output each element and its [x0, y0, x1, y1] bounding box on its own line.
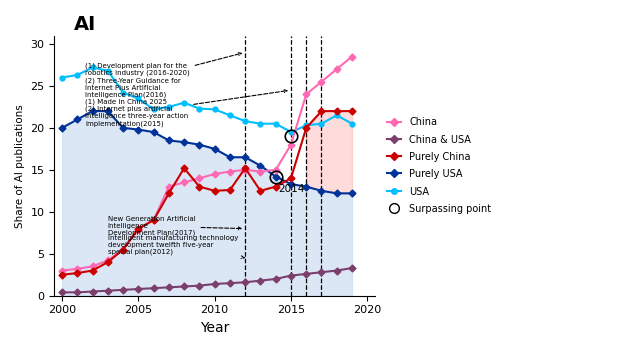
China & USA: [74, 290, 81, 294]
Purely USA: [180, 140, 188, 144]
Line: Purely USA: Purely USA: [60, 108, 355, 196]
China: [196, 176, 204, 180]
China: [272, 168, 280, 172]
China: [165, 184, 173, 189]
China: [211, 172, 218, 176]
Purely USA: [165, 138, 173, 142]
USA: [150, 107, 157, 112]
USA: [257, 121, 264, 126]
USA: [196, 106, 204, 111]
Purely China: [226, 188, 234, 192]
Purely USA: [302, 184, 310, 189]
China & USA: [302, 272, 310, 276]
Legend: China, China & USA, Purely China, Purely USA, USA, Surpassing point: China, China & USA, Purely China, Purely…: [383, 113, 495, 218]
Purely USA: [134, 127, 142, 132]
Purely USA: [104, 109, 111, 113]
Line: USA: USA: [60, 65, 355, 134]
China: [302, 92, 310, 96]
Purely China: [165, 191, 173, 195]
Purely China: [89, 268, 97, 273]
China & USA: [196, 284, 204, 288]
China: [150, 218, 157, 222]
USA: [272, 121, 280, 126]
China & USA: [317, 270, 325, 274]
Purely USA: [196, 142, 204, 147]
Purely China: [257, 189, 264, 193]
China & USA: [287, 273, 295, 278]
USA: [302, 123, 310, 127]
Purely China: [104, 260, 111, 264]
Purely China: [287, 176, 295, 180]
Purely USA: [317, 189, 325, 193]
China: [74, 267, 81, 271]
China & USA: [89, 289, 97, 294]
Text: (1) Made in China 2025
(2) Internet plus artificial
intelligence three-year acti: (1) Made in China 2025 (2) Internet plus…: [85, 90, 287, 127]
Purely China: [134, 226, 142, 231]
USA: [119, 91, 127, 95]
Line: China & USA: China & USA: [60, 266, 355, 295]
China: [317, 79, 325, 84]
Purely China: [119, 247, 127, 252]
USA: [165, 105, 173, 109]
Purely China: [272, 184, 280, 189]
Purely China: [348, 109, 356, 113]
Purely China: [302, 126, 310, 130]
China & USA: [333, 268, 340, 273]
China & USA: [119, 288, 127, 292]
China: [89, 264, 97, 268]
China: [287, 142, 295, 147]
Purely USA: [119, 126, 127, 130]
Purely China: [211, 189, 218, 193]
X-axis label: Year: Year: [200, 321, 229, 335]
China & USA: [165, 285, 173, 289]
Purely USA: [74, 117, 81, 121]
USA: [348, 121, 356, 126]
Text: New Generation Artificial
Intelligence
Development Plan(2017): New Generation Artificial Intelligence D…: [108, 216, 241, 237]
China & USA: [211, 282, 218, 286]
Purely USA: [257, 163, 264, 168]
USA: [104, 69, 111, 73]
Line: China: China: [60, 54, 355, 273]
Purely USA: [211, 147, 218, 151]
Text: Intelligent manufacturing technology
development twelfth five-year
special plan(: Intelligent manufacturing technology dev…: [108, 235, 244, 259]
China: [333, 67, 340, 71]
Purely China: [150, 218, 157, 222]
USA: [180, 100, 188, 105]
China: [180, 180, 188, 184]
Text: 2014: 2014: [278, 184, 305, 195]
China: [119, 247, 127, 252]
Y-axis label: Share of AI publications: Share of AI publications: [15, 104, 25, 228]
Purely China: [241, 166, 249, 170]
China: [104, 258, 111, 262]
USA: [134, 96, 142, 100]
Purely China: [196, 184, 204, 189]
Purely USA: [348, 191, 356, 195]
Purely USA: [226, 155, 234, 159]
Purely USA: [58, 126, 66, 130]
China & USA: [257, 279, 264, 283]
Purely China: [58, 273, 66, 277]
Purely USA: [287, 182, 295, 186]
China & USA: [241, 280, 249, 285]
USA: [287, 130, 295, 134]
USA: [58, 75, 66, 79]
China & USA: [104, 289, 111, 293]
Purely USA: [150, 130, 157, 134]
Purely China: [180, 166, 188, 170]
China & USA: [226, 281, 234, 285]
Text: AI: AI: [74, 15, 96, 34]
USA: [211, 107, 218, 112]
Purely USA: [333, 191, 340, 195]
Purely USA: [272, 174, 280, 179]
USA: [226, 113, 234, 117]
Purely China: [317, 109, 325, 113]
Text: (1) Development plan for the
robotics industry (2016-2020)
(2) Three-Year Guidan: (1) Development plan for the robotics in…: [85, 53, 241, 98]
USA: [74, 73, 81, 77]
Purely USA: [241, 155, 249, 159]
Line: Purely China: Purely China: [60, 108, 355, 277]
China: [226, 169, 234, 174]
USA: [89, 65, 97, 70]
China & USA: [180, 285, 188, 289]
Purely China: [74, 271, 81, 275]
China: [241, 168, 249, 172]
